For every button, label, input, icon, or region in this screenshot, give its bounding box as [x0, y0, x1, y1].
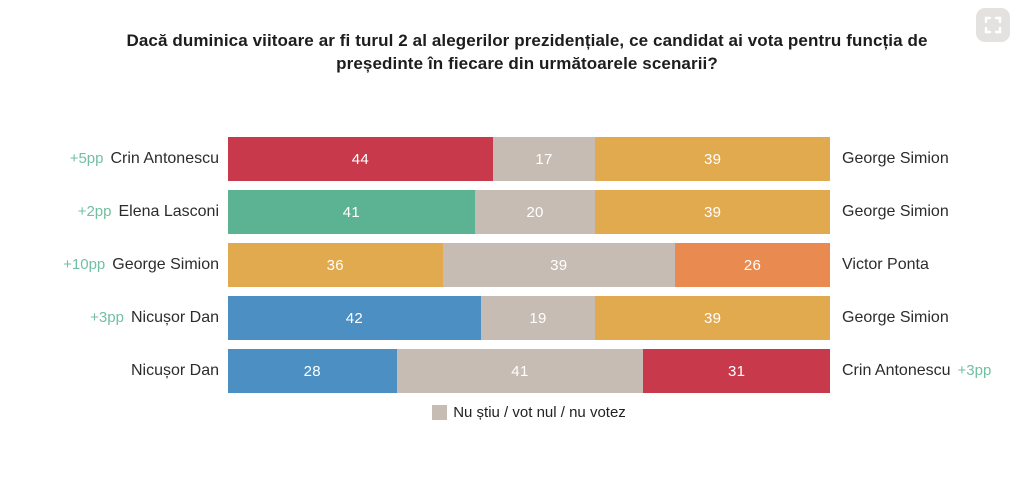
bar-segment-undecided[interactable]: 20	[474, 190, 596, 234]
row-right-label: Victor Ponta	[830, 256, 1024, 274]
right-candidate-name: George Simion	[842, 309, 949, 326]
segment-value: 41	[511, 362, 529, 380]
bar-segment-undecided[interactable]: 17	[492, 137, 596, 181]
segment-value: 39	[703, 150, 722, 168]
bar-segment-left[interactable]: 42	[228, 296, 481, 340]
bar-segment-undecided[interactable]: 41	[396, 349, 644, 393]
row-left-label: +3pp Nicușor Dan	[0, 309, 228, 327]
stacked-bar-chart: +5pp Crin Antonescu 44 17 39 George Simio…	[0, 137, 1024, 421]
bar-track: 44 17 39	[228, 137, 830, 181]
right-candidate-name: Victor Ponta	[842, 256, 929, 273]
bar-row-dan-vs-antonescu: Nicușor Dan 28 41 31 Crin Antonescu +3pp	[0, 349, 1024, 393]
row-right-label: George Simion	[830, 309, 1024, 327]
segment-value: 39	[703, 203, 722, 221]
bar-track: 36 39 26	[228, 243, 830, 287]
bar-track: 42 19 39	[228, 296, 830, 340]
lead-margin-badge: +10pp	[63, 256, 106, 273]
bar-segment-left[interactable]: 36	[228, 243, 443, 287]
left-candidate-name: Nicușor Dan	[130, 362, 219, 379]
left-candidate-name: George Simion	[112, 256, 219, 273]
bar-segment-left[interactable]: 41	[228, 190, 475, 234]
row-left-label: Nicușor Dan	[0, 362, 228, 380]
segment-value: 31	[728, 362, 746, 380]
segment-value: 41	[342, 203, 361, 221]
chart-title: Dacă duminica viitoare ar fi turul 2 al …	[126, 31, 928, 74]
segment-value: 39	[550, 256, 568, 274]
bar-row-simion-vs-ponta: +10pp George Simion 36 39 26 Victor Ponta	[0, 243, 1024, 287]
lead-margin-badge: +2pp	[77, 203, 112, 220]
bar-segment-left[interactable]: 28	[228, 349, 397, 393]
fullscreen-button[interactable]	[976, 8, 1010, 42]
legend-swatch-undecided	[432, 405, 448, 420]
right-candidate-name: George Simion	[842, 203, 949, 220]
segment-value: 36	[326, 256, 344, 274]
segment-value: 28	[303, 362, 321, 380]
row-left-label: +5pp Crin Antonescu	[0, 150, 228, 168]
lead-margin-badge: +3pp	[90, 309, 124, 326]
bar-segment-right[interactable]: 39	[595, 137, 830, 181]
bar-segment-right[interactable]: 31	[643, 349, 830, 393]
row-left-label: +10pp George Simion	[0, 256, 228, 274]
bar-segment-right[interactable]: 39	[595, 296, 830, 340]
legend: Nu știu / vot nul / nu votez	[0, 404, 1024, 421]
left-candidate-name: Crin Antonescu	[110, 150, 219, 167]
row-right-label: George Simion	[830, 150, 1024, 168]
row-right-label: Crin Antonescu +3pp	[830, 362, 1024, 380]
segment-value: 20	[526, 203, 544, 221]
lead-margin-badge: +5pp	[69, 150, 104, 167]
bar-row-antonescu-vs-simion: +5pp Crin Antonescu 44 17 39 George Simio…	[0, 137, 1024, 181]
segment-value: 19	[529, 309, 547, 327]
row-left-label: +2pp Elena Lasconi	[0, 203, 228, 221]
bar-row-lasconi-vs-simion: +2pp Elena Lasconi 41 20 39 George Simion	[0, 190, 1024, 234]
right-candidate-name: Crin Antonescu	[842, 362, 951, 379]
bar-segment-right[interactable]: 26	[675, 243, 830, 287]
segment-value: 44	[351, 150, 370, 168]
segment-value: 39	[703, 309, 722, 327]
row-right-label: George Simion	[830, 203, 1024, 221]
segment-value: 17	[535, 150, 553, 168]
segment-value: 26	[743, 256, 762, 274]
bar-track: 28 41 31	[228, 349, 830, 393]
lead-margin-badge: +3pp	[957, 362, 992, 379]
bar-segment-left[interactable]: 44	[228, 137, 493, 181]
fullscreen-expand-icon	[984, 16, 1002, 34]
right-candidate-name: George Simion	[842, 150, 949, 167]
left-candidate-name: Elena Lasconi	[118, 203, 219, 220]
bar-segment-right[interactable]: 39	[595, 190, 830, 234]
bar-segment-undecided[interactable]: 19	[480, 296, 596, 340]
left-candidate-name: Nicușor Dan	[130, 309, 219, 326]
legend-label: Nu știu / vot nul / nu votez	[453, 404, 626, 421]
bar-row-dan-vs-simion: +3pp Nicușor Dan 42 19 39 George Simion	[0, 296, 1024, 340]
bar-segment-undecided[interactable]: 39	[442, 243, 676, 287]
bar-track: 41 20 39	[228, 190, 830, 234]
segment-value: 42	[345, 309, 364, 327]
